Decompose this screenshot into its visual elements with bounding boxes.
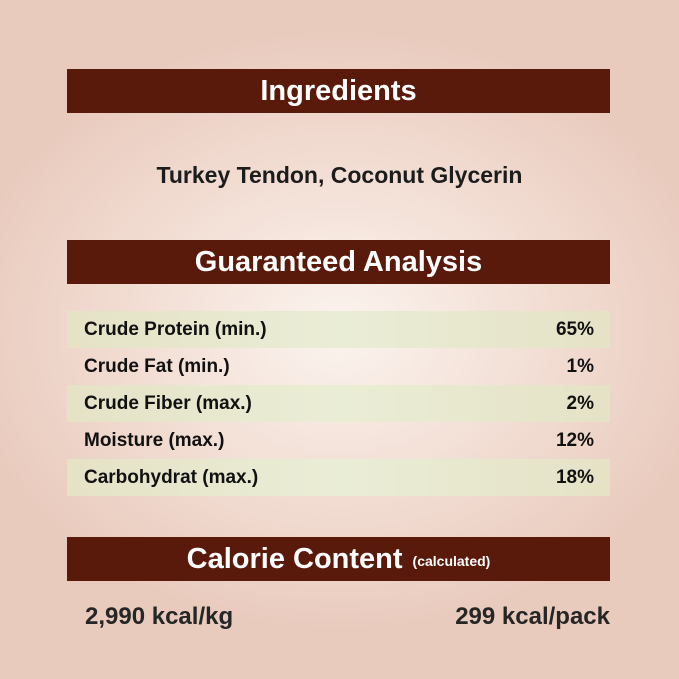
analysis-title: Guaranteed Analysis [194,246,483,278]
table-row: Crude Fiber (max.) 2% [67,385,610,422]
analysis-header: Guaranteed Analysis [67,240,610,284]
calorie-title: Calorie Content [186,543,403,575]
ingredients-text: Turkey Tendon, Coconut Glycerin [156,162,523,188]
row-value: 18% [555,466,594,488]
analysis-table: Crude Protein (min.) 65% Crude Fat (min.)… [67,311,610,496]
calorie-per-kg: 2,990 kcal/kg [85,603,234,630]
table-row: Crude Fat (min.) 1% [67,348,610,385]
row-label: Crude Protein (min.) [84,318,267,340]
row-label: Carbohydrat (max.) [84,466,259,488]
ingredients-header: Ingredients [67,69,610,113]
table-row: Moisture (max.) 12% [67,422,610,459]
row-value: 12% [555,429,594,451]
table-row: Crude Protein (min.) 65% [67,311,610,348]
row-value: 1% [566,355,594,377]
calorie-per-pack: 299 kcal/pack [455,603,610,630]
table-row: Carbohydrat (max.) 18% [67,459,610,496]
ingredients-title: Ingredients [260,75,417,107]
calorie-subtitle: (calculated) [412,553,491,569]
row-label: Crude Fiber (max.) [84,392,252,414]
row-value: 2% [566,392,594,414]
row-value: 65% [555,318,594,340]
row-label: Moisture (max.) [84,429,225,451]
calorie-header: Calorie Content (calculated) [67,537,610,581]
row-label: Crude Fat (min.) [84,355,230,377]
